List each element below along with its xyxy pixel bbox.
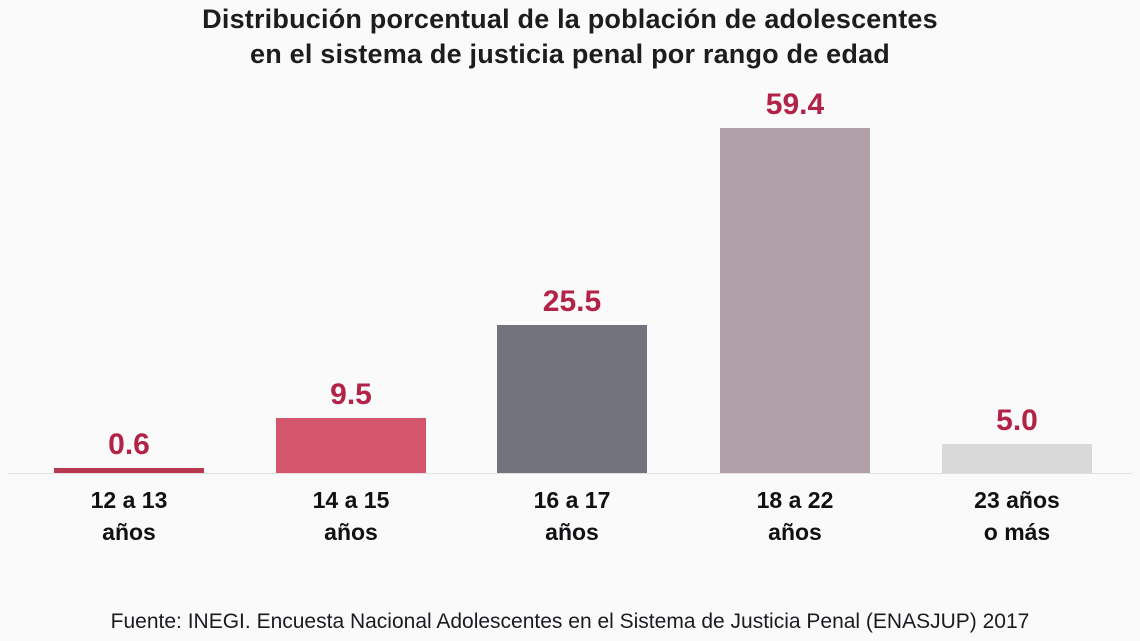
category-label-line-1: 18 a 22 (756, 487, 834, 513)
category-label-line-2: años (324, 519, 378, 545)
category-label-line-2: o más (983, 519, 1051, 545)
bar-group-18-a-22-anos[interactable]: 59.4 (681, 88, 909, 473)
category-label-14-a-15-anos: 14 a 15 años (237, 484, 465, 548)
category-label-line-2: años (768, 519, 822, 545)
bar-value-label: 5.0 (996, 404, 1038, 437)
category-label-12-a-13-anos: 12 a 13 años (15, 484, 243, 548)
bar-rect[interactable] (276, 418, 426, 473)
bar-group-14-a-15-anos[interactable]: 9.5 (237, 90, 465, 473)
bar-rect[interactable] (497, 325, 647, 473)
plot-area: 0.6 9.5 25.5 59.4 5.0 (0, 88, 1140, 474)
chart-title-line-2: en el sistema de justicia penal por rang… (250, 39, 890, 69)
category-label-line-1: 12 a 13 (90, 487, 168, 513)
x-axis-line (8, 473, 1132, 474)
bar-value-label: 0.6 (108, 428, 150, 461)
bar-rect[interactable] (942, 444, 1092, 473)
category-label-18-a-22-anos: 18 a 22 años (681, 484, 909, 548)
category-label-line-2: años (102, 519, 156, 545)
bar-group-23-anos-o-mas[interactable]: 5.0 (903, 90, 1131, 473)
source-note: Fuente: INEGI. Encuesta Nacional Adolesc… (110, 610, 1030, 633)
bar-value-label: 25.5 (542, 285, 602, 318)
category-axis: 12 a 13 años 14 a 15 años 16 a 17 años 1… (0, 484, 1140, 562)
bar-rect[interactable] (720, 128, 870, 473)
category-label-line-1: 14 a 15 (312, 487, 390, 513)
category-label-16-a-17-anos: 16 a 17 años (458, 484, 686, 548)
bar-rect[interactable] (54, 468, 204, 473)
bar-group-12-a-13-anos[interactable]: 0.6 (15, 90, 243, 473)
category-label-line-1: 23 años (974, 487, 1060, 513)
bar-group-16-a-17-anos[interactable]: 25.5 (458, 90, 686, 473)
bar-value-label: 59.4 (765, 88, 825, 121)
bars-layer: 0.6 9.5 25.5 59.4 5.0 (0, 88, 1140, 473)
bar-value-label: 9.5 (330, 378, 372, 411)
chart-title: Distribución porcentual de la población … (0, 2, 1140, 72)
category-label-line-2: años (545, 519, 599, 545)
category-label-23-anos-o-mas: 23 años o más (903, 484, 1131, 548)
category-label-line-1: 16 a 17 (533, 487, 611, 513)
chart-title-line-1: Distribución porcentual de la población … (202, 4, 938, 34)
